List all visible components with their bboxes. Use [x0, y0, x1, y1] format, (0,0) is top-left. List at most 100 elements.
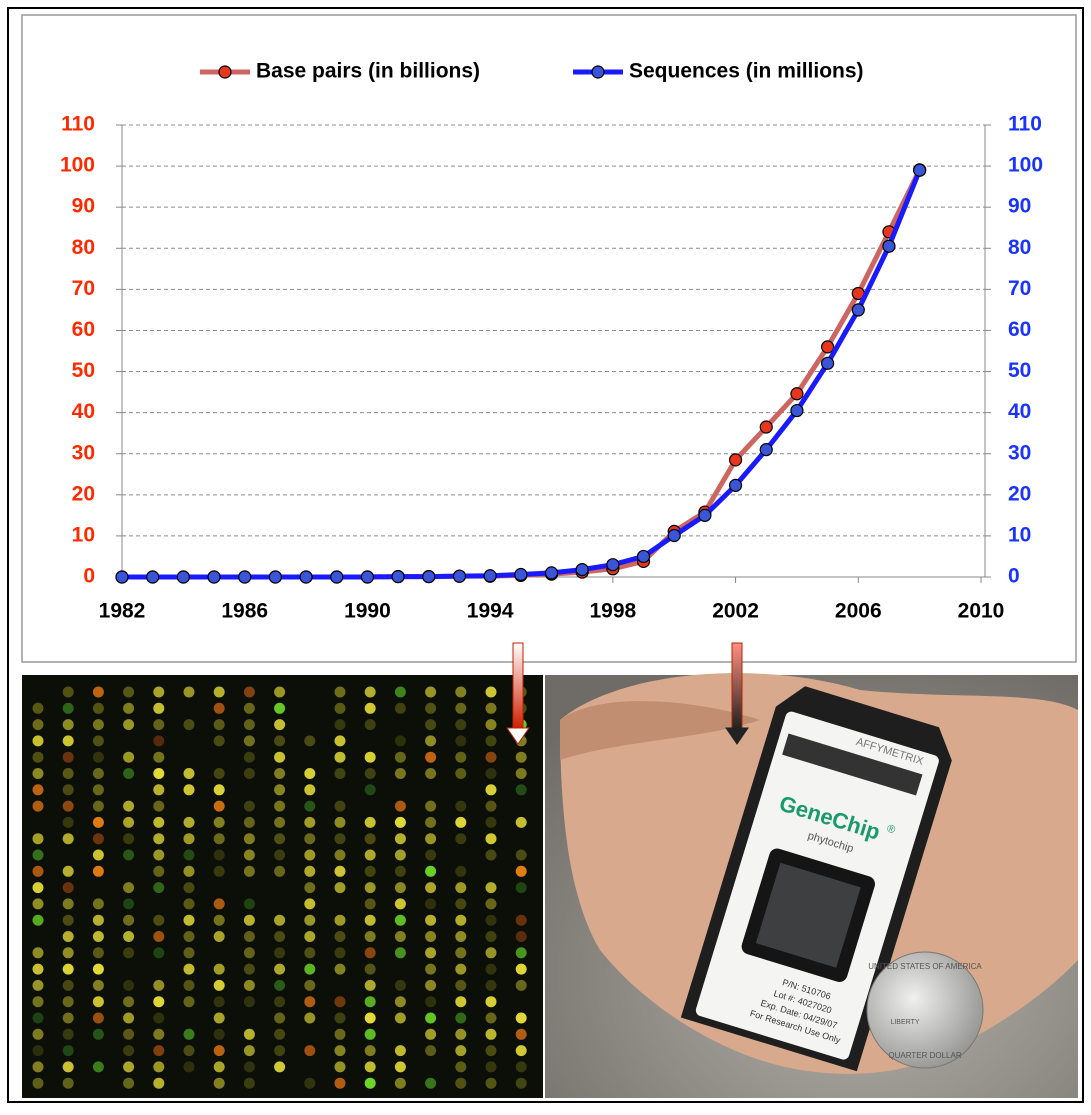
spot	[62, 882, 74, 894]
spot	[304, 914, 316, 926]
spot	[183, 914, 195, 926]
spot	[515, 784, 527, 796]
spot	[62, 1077, 74, 1089]
spot	[425, 865, 437, 877]
spot	[364, 751, 376, 763]
spot	[394, 816, 406, 828]
spot	[304, 1077, 316, 1089]
x-tick-label: 1982	[99, 600, 146, 623]
spot	[455, 1061, 467, 1073]
data-point	[790, 387, 804, 401]
spot	[304, 800, 316, 812]
spot	[425, 702, 437, 714]
spot	[213, 833, 225, 845]
spot	[153, 1012, 165, 1024]
spot	[485, 1045, 497, 1057]
spot	[394, 931, 406, 942]
spot	[425, 735, 437, 747]
spot	[92, 996, 104, 1008]
spot	[425, 1077, 437, 1089]
spot	[243, 963, 255, 975]
data-point	[452, 569, 467, 583]
spot	[243, 947, 255, 959]
spot	[243, 833, 255, 845]
spot	[123, 833, 135, 845]
spot	[274, 1045, 286, 1057]
y-tick-label: 100	[60, 154, 95, 177]
spot	[515, 1077, 527, 1089]
spot	[515, 931, 527, 942]
spot	[62, 931, 74, 942]
spot	[243, 719, 255, 731]
spot	[425, 833, 437, 845]
spot	[123, 800, 135, 812]
spot	[515, 1045, 527, 1057]
spot	[32, 865, 44, 877]
spot	[515, 768, 527, 779]
spot	[213, 963, 225, 975]
spot	[515, 947, 527, 959]
spot	[32, 1077, 44, 1089]
y-tick-label: 30	[72, 441, 95, 464]
spot	[62, 979, 74, 991]
spot	[123, 702, 135, 714]
y-tick-label: 110	[61, 113, 95, 136]
y2-tick-label: 0	[1008, 565, 1020, 588]
spot	[183, 686, 195, 698]
spot	[485, 816, 497, 828]
data-point	[790, 403, 804, 418]
spot	[485, 702, 497, 714]
y2-tick-label: 70	[1008, 277, 1031, 300]
spot	[364, 849, 376, 861]
chart: 0 10 20 30 40 50 60 70 80 90 100 110 0 10 20 30 40 50 60 70…	[60, 60, 1043, 623]
spot	[485, 833, 497, 845]
spot	[213, 800, 225, 812]
spot	[485, 784, 497, 796]
spot	[425, 1012, 437, 1024]
spot	[243, 979, 255, 991]
spot	[153, 784, 165, 796]
coin-text: LIBERTY	[890, 1019, 919, 1026]
spot	[62, 800, 74, 812]
spot	[213, 865, 225, 877]
y-tick-label: 90	[72, 195, 95, 218]
spot	[274, 1012, 286, 1024]
spot	[334, 1061, 346, 1073]
x-tick-label: 1998	[589, 600, 636, 623]
spot	[274, 996, 286, 1008]
y2-tick-label: 40	[1008, 400, 1031, 423]
spot	[425, 686, 437, 698]
spot	[123, 882, 135, 894]
spot	[455, 833, 467, 845]
spot	[394, 1045, 406, 1057]
spot	[455, 947, 467, 959]
spot	[243, 702, 255, 714]
spot	[515, 751, 527, 763]
spot	[274, 963, 286, 975]
spot	[394, 898, 406, 910]
spot	[394, 686, 406, 698]
spot	[153, 979, 165, 991]
spot	[183, 768, 195, 779]
spot	[153, 849, 165, 861]
spot	[183, 882, 195, 894]
spot	[32, 735, 44, 747]
spot	[455, 914, 467, 926]
spot	[32, 914, 44, 926]
spot	[243, 849, 255, 861]
spot	[32, 784, 44, 796]
spot	[304, 816, 316, 828]
spot	[455, 963, 467, 975]
spot	[515, 1061, 527, 1073]
spot	[334, 931, 346, 942]
spot	[213, 898, 225, 910]
y2-tick-label: 80	[1008, 236, 1031, 259]
spot	[485, 1012, 497, 1024]
data-point	[698, 508, 712, 522]
spot	[364, 686, 376, 698]
spot	[183, 996, 195, 1008]
data-point	[176, 570, 190, 584]
spot	[62, 735, 74, 747]
spot	[425, 751, 437, 763]
